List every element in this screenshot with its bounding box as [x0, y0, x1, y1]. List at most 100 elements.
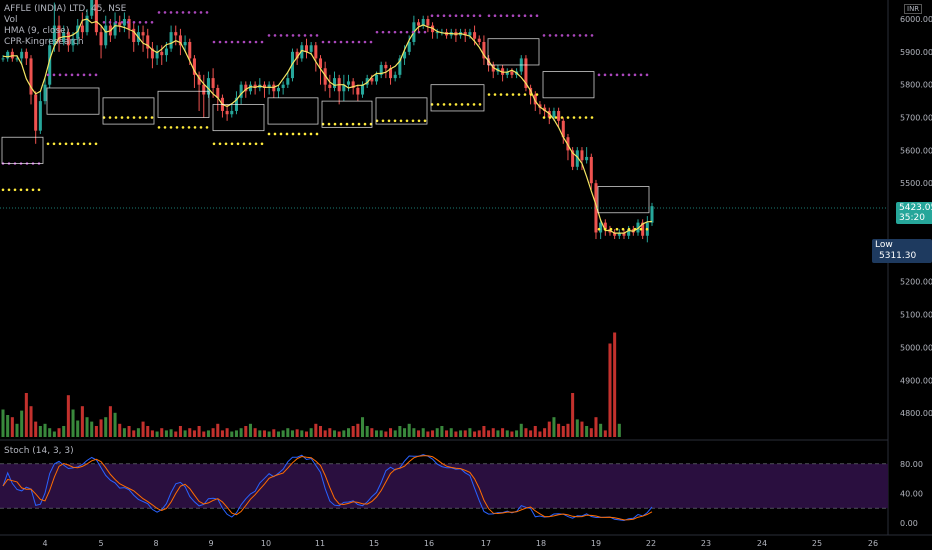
volume-bar: [66, 395, 70, 437]
volume-bar: [71, 409, 75, 437]
volume-bar: [197, 426, 201, 437]
candle-body: [160, 51, 164, 56]
price-tick-label: 4800.00: [900, 409, 932, 418]
time-tick-label: 9: [208, 539, 213, 548]
candle-body: [510, 71, 514, 75]
volume-bar: [379, 430, 383, 437]
volume-bar: [10, 417, 14, 437]
price-tick-label: 5900.00: [900, 48, 932, 57]
cpr-dot: [609, 73, 613, 77]
indicator-hma[interactable]: HMA (9, close): [4, 26, 70, 36]
cpr-dot: [615, 227, 619, 231]
time-tick-label: 19: [591, 539, 601, 548]
cpr-dot: [448, 103, 452, 106]
volume-bar: [421, 428, 425, 437]
cpr-dot: [126, 116, 130, 119]
price-tick-label: 5700.00: [900, 114, 932, 123]
volume-bar: [412, 428, 416, 437]
cpr-dot: [633, 227, 637, 231]
candle-body: [566, 137, 570, 151]
time-tick-label: 16: [424, 539, 434, 548]
cpr-dot: [493, 93, 497, 96]
candle-body: [202, 84, 206, 95]
volume-bar: [15, 423, 19, 437]
cpr-dot: [25, 188, 29, 192]
cpr-dot: [94, 73, 98, 77]
cpr-dot: [291, 34, 295, 37]
volume-bar: [529, 430, 533, 437]
volume-bar: [99, 419, 103, 437]
cpr-dot: [542, 116, 546, 119]
cpr-dot: [590, 116, 594, 119]
volume-bar: [566, 423, 570, 437]
time-tick-label: 4: [42, 539, 47, 548]
volume-bar: [253, 428, 257, 437]
candle-body: [80, 25, 84, 33]
volume-bar: [76, 420, 80, 437]
cpr-dot: [333, 40, 337, 44]
cpr-dot: [291, 132, 295, 136]
volume-bar: [482, 426, 486, 437]
indicator-stoch[interactable]: Stoch (14, 3, 3): [4, 446, 74, 456]
candle-body: [113, 22, 117, 36]
volume-bar: [332, 430, 337, 437]
volume-bar: [501, 428, 505, 437]
volume-bar: [281, 430, 285, 437]
cpr-dot: [88, 73, 92, 77]
cpr-dot: [542, 34, 546, 37]
candle-body: [561, 120, 565, 138]
cpr-dot: [138, 116, 142, 119]
cpr-dot: [224, 40, 228, 44]
candle-body: [146, 35, 150, 49]
candle-body: [141, 32, 145, 36]
cpr-dot: [64, 142, 68, 146]
stoch-tick-label: 80.00: [900, 460, 923, 469]
cpr-dot: [88, 142, 92, 146]
cpr-dot: [267, 34, 271, 37]
cpr-dot: [436, 14, 440, 18]
volume-bar: [496, 430, 500, 437]
cpr-dot: [76, 142, 80, 146]
cpr-dot: [548, 34, 552, 37]
cpr-dot: [181, 11, 185, 14]
cpr-dot: [411, 119, 415, 123]
time-tick-label: 26: [868, 539, 878, 548]
cpr-dot: [560, 116, 564, 119]
cpr-dot: [645, 227, 649, 231]
cpr-dot: [411, 30, 415, 34]
volume-bar: [164, 430, 168, 437]
volume-bar: [24, 393, 28, 437]
cpr-dot: [529, 14, 533, 18]
candle-body: [426, 19, 430, 26]
volume-bar: [617, 423, 621, 437]
cpr-box: [267, 97, 319, 125]
indicator-cpr[interactable]: CPR-Kingresearch: [4, 37, 84, 47]
volume-bar: [113, 412, 117, 437]
cpr-dot: [321, 40, 325, 44]
volume-bar: [477, 430, 481, 437]
volume-bar: [407, 423, 411, 437]
volume-bar: [361, 417, 365, 437]
indicator-vol[interactable]: Vol: [4, 15, 18, 25]
cpr-dot: [339, 122, 343, 126]
cpr-dot: [248, 40, 252, 44]
volume-bar: [538, 431, 542, 437]
cpr-dot: [31, 188, 35, 192]
volume-bar: [127, 426, 131, 437]
candle-body: [477, 38, 481, 42]
cpr-dot: [529, 93, 533, 96]
cpr-dot: [58, 142, 62, 146]
time-tick-label: 17: [481, 539, 491, 548]
volume-bar: [48, 428, 52, 437]
volume-bar: [346, 428, 351, 437]
volume-bar: [300, 430, 304, 437]
volume-bar: [108, 406, 112, 437]
volume-bar: [398, 426, 402, 437]
volume-bar: [80, 406, 84, 437]
candle-body: [603, 222, 607, 230]
candle-body: [473, 32, 477, 39]
cpr-dot: [517, 93, 521, 96]
time-tick-label: 15: [369, 539, 379, 548]
volume-bar: [136, 428, 140, 437]
